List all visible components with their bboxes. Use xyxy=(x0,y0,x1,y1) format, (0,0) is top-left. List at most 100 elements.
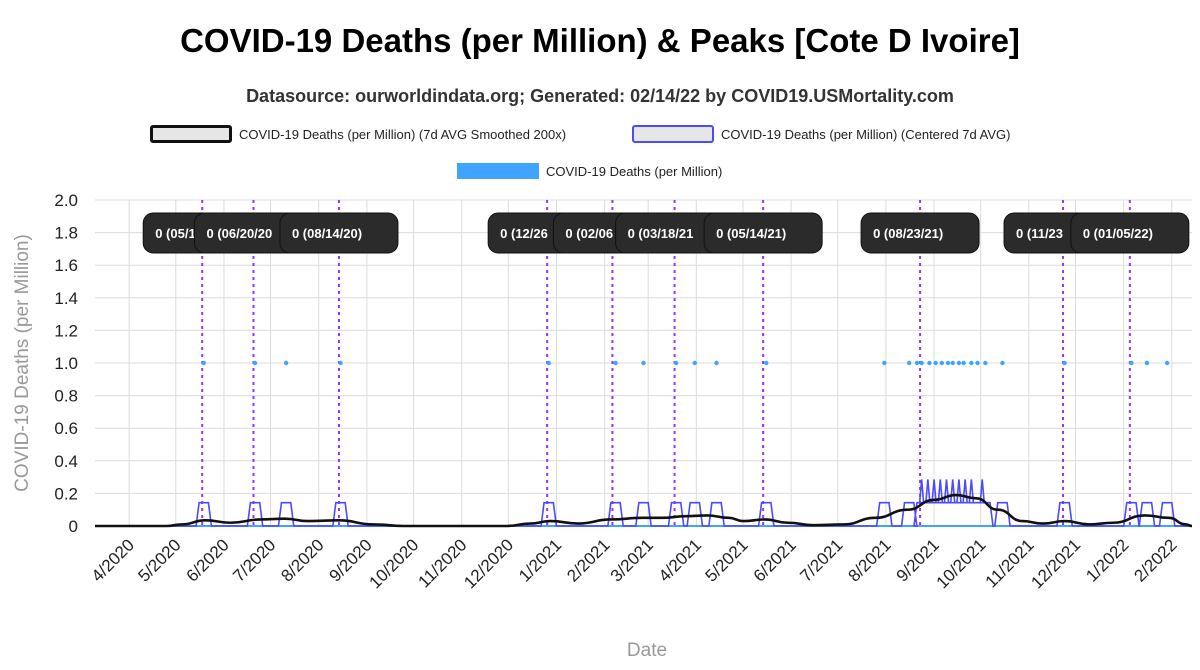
x-tick-label: 6/2021 xyxy=(750,535,800,585)
legend-swatch-raw xyxy=(457,163,539,179)
y-tick-label: 0.4 xyxy=(54,452,78,471)
raw-data-point xyxy=(692,360,697,366)
y-tick-label: 1.0 xyxy=(54,354,78,373)
peak-label-box xyxy=(703,212,823,254)
raw-data-point xyxy=(283,360,289,366)
x-tick-label: 12/2021 xyxy=(1027,535,1084,592)
y-tick-label: 1.8 xyxy=(54,224,78,243)
raw-data-point xyxy=(882,360,887,366)
legend-swatch-centered xyxy=(632,125,714,143)
peak-label-text: 0 (05/1 xyxy=(155,226,195,241)
smoothed-avg-line xyxy=(95,493,1193,528)
y-tick-label: 0.8 xyxy=(54,387,78,406)
raw-data-point xyxy=(945,360,951,366)
x-tick-label: 5/2020 xyxy=(134,535,184,585)
series-centered xyxy=(95,479,1192,527)
y-tick-label: 1.4 xyxy=(54,289,78,308)
y-axis-title: COVID-19 Deaths (per Million) xyxy=(12,234,33,492)
centered-avg-spike xyxy=(968,479,975,503)
x-tick-label: 2/2021 xyxy=(563,535,613,585)
raw-data-point xyxy=(956,360,962,366)
legend-label-raw: COVID-19 Deaths (per Million) xyxy=(546,163,723,179)
raw-data-point xyxy=(673,360,679,366)
centered-avg-spike xyxy=(925,479,931,503)
peak-label: 0 (01/05/22) xyxy=(1070,212,1190,254)
x-tick-label: 8/2020 xyxy=(277,535,327,585)
x-tick-label: 5/2021 xyxy=(702,535,752,585)
legend-item-centered[interactable]: COVID-19 Deaths (per Million) (Centered … xyxy=(632,125,1010,143)
series-smoothed xyxy=(95,493,1193,528)
raw-data-point xyxy=(939,360,945,366)
centered-avg-spike xyxy=(956,479,962,503)
peak-labels: 0 (05/1 0 (06/20/20 0 (08/14/20) 0 (12/26 0 … xyxy=(142,212,1190,254)
raw-data-point xyxy=(927,360,932,366)
raw-data-point xyxy=(969,360,974,366)
y-tick-label: 0.6 xyxy=(54,419,78,438)
centered-avg-spike xyxy=(943,479,950,503)
peak-label-box xyxy=(279,212,399,254)
peak-label-text: 0 (12/26 xyxy=(500,226,548,241)
centered-avg-spike xyxy=(979,479,986,503)
raw-data-point xyxy=(1164,360,1170,366)
y-tick-label: 2.0 xyxy=(54,191,78,210)
peak-label-box xyxy=(860,212,980,254)
x-tick-label: 10/2021 xyxy=(933,535,990,592)
peak-label-text: 0 (03/18/21 xyxy=(628,226,694,241)
x-tick-label: 1/2022 xyxy=(1082,535,1132,585)
x-tick-label: 4/2021 xyxy=(655,535,705,585)
x-tick-label: 4/2020 xyxy=(88,535,138,585)
raw-data-point xyxy=(338,360,343,366)
y-tick-label: 1.2 xyxy=(54,321,78,340)
raw-data-point xyxy=(961,360,966,366)
x-tick-label: 8/2021 xyxy=(845,535,895,585)
peak-label-text: 0 (05/14/21) xyxy=(716,226,786,241)
peak-label-text: 0 (11/23 xyxy=(1016,226,1063,241)
y-tick-label: 0.2 xyxy=(54,484,78,503)
y-tick-label: 1.6 xyxy=(54,256,78,275)
legend-item-smoothed[interactable]: COVID-19 Deaths (per Million) (7d AVG Sm… xyxy=(150,125,566,143)
peak-label-text: 0 (08/14/20) xyxy=(292,226,362,241)
x-tick-label: 2/2022 xyxy=(1130,535,1180,585)
x-tick-label: 1/2021 xyxy=(515,535,565,585)
centered-avg-spike xyxy=(962,479,968,503)
raw-data-point xyxy=(983,360,988,366)
raw-data-point xyxy=(950,360,955,366)
y-tick-label: 0 xyxy=(69,517,78,536)
x-axis-title: Date xyxy=(627,640,667,661)
raw-data-point xyxy=(919,360,924,366)
legend-label-smoothed: COVID-19 Deaths (per Million) (7d AVG Sm… xyxy=(239,126,567,142)
raw-data-point xyxy=(764,360,769,366)
legend-swatch-smoothed xyxy=(150,125,232,143)
raw-data-point xyxy=(1144,360,1150,366)
peak-label-text: 0 (02/06 xyxy=(565,226,613,241)
peak-label: 0 (05/14/21) xyxy=(703,212,823,254)
raw-data-point xyxy=(613,360,618,366)
legend-item-raw[interactable]: COVID-19 Deaths (per Million) xyxy=(457,163,722,179)
x-tick-label: 6/2020 xyxy=(183,535,233,585)
raw-data-point xyxy=(641,360,646,366)
peak-label-text: 0 (06/20/20 xyxy=(206,226,272,241)
chart-title: COVID-19 Deaths (per Million) & Peaks [C… xyxy=(180,22,1020,59)
x-tick-label: 11/2021 xyxy=(982,535,1038,591)
x-tick-label: 7/2021 xyxy=(796,535,846,585)
raw-data-point xyxy=(201,360,206,366)
peak-label: 0 (08/23/21) xyxy=(860,212,980,254)
x-tick-label: 7/2020 xyxy=(229,535,279,585)
raw-data-point xyxy=(252,360,258,366)
peak-label: 0 (08/14/20) xyxy=(279,212,399,254)
legend-label-centered: COVID-19 Deaths (per Million) (Centered … xyxy=(721,126,1011,142)
raw-data-point xyxy=(1129,360,1134,366)
x-tick-label: 11/2020 xyxy=(415,535,471,591)
raw-data-point xyxy=(1062,360,1067,366)
centered-avg-spike xyxy=(931,479,937,503)
centered-avg-spike xyxy=(918,479,925,503)
raw-data-point xyxy=(907,360,912,366)
raw-data-point xyxy=(546,360,551,366)
raw-data-point xyxy=(1000,360,1005,366)
series-raw xyxy=(95,360,1192,527)
x-tick-label: 3/2021 xyxy=(607,535,657,585)
centered-avg-line xyxy=(95,501,1192,527)
peak-label-text: 0 (08/23/21) xyxy=(873,226,943,241)
peak-label-text: 0 (01/05/22) xyxy=(1083,226,1153,241)
